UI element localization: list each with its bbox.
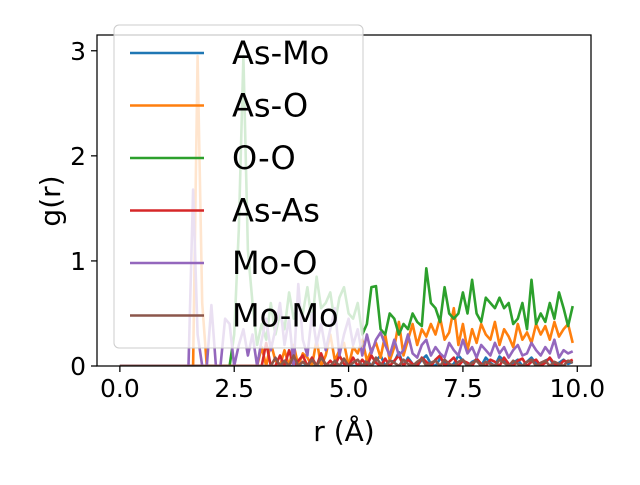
legend-label: O-O bbox=[232, 139, 296, 177]
x-tick-label: 0.0 bbox=[100, 374, 140, 403]
legend-entry-o-o: O-O bbox=[130, 139, 296, 177]
y-axis: 0 1 2 3 bbox=[70, 37, 97, 381]
legend-label: Mo-Mo bbox=[232, 297, 339, 335]
legend-entry-as-o: As-O bbox=[130, 87, 308, 125]
y-tick-label: 2 bbox=[70, 142, 86, 171]
x-tick-label: 5.0 bbox=[329, 374, 369, 403]
y-tick-label: 1 bbox=[70, 247, 86, 276]
legend-entry-mo-mo: Mo-Mo bbox=[130, 297, 339, 335]
x-axis: 0.0 2.5 5.0 7.5 10.0 bbox=[100, 366, 605, 403]
x-tick-label: 7.5 bbox=[443, 374, 483, 403]
y-axis-label: g(r) bbox=[34, 175, 67, 226]
legend-label: As-Mo bbox=[232, 34, 329, 72]
series-line-mo-o bbox=[119, 188, 574, 366]
legend-label: Mo-O bbox=[232, 244, 317, 282]
legend-entry-as-mo: As-Mo bbox=[130, 34, 329, 72]
legend-label: As-O bbox=[232, 87, 308, 125]
x-tick-label: 2.5 bbox=[214, 374, 254, 403]
series-line-as-o bbox=[119, 54, 574, 366]
legend-entry-as-as: As-As bbox=[130, 192, 320, 230]
x-tick-label: 10.0 bbox=[549, 374, 605, 403]
legend-entry-mo-o: Mo-O bbox=[130, 244, 317, 282]
legend-label: As-As bbox=[232, 192, 320, 230]
y-tick-label: 0 bbox=[70, 352, 86, 381]
legend: As-Mo As-O O-O As-As Mo-O Mo-Mo bbox=[113, 24, 364, 349]
y-tick-label: 3 bbox=[70, 37, 86, 66]
x-axis-label: r (Å) bbox=[313, 414, 374, 448]
